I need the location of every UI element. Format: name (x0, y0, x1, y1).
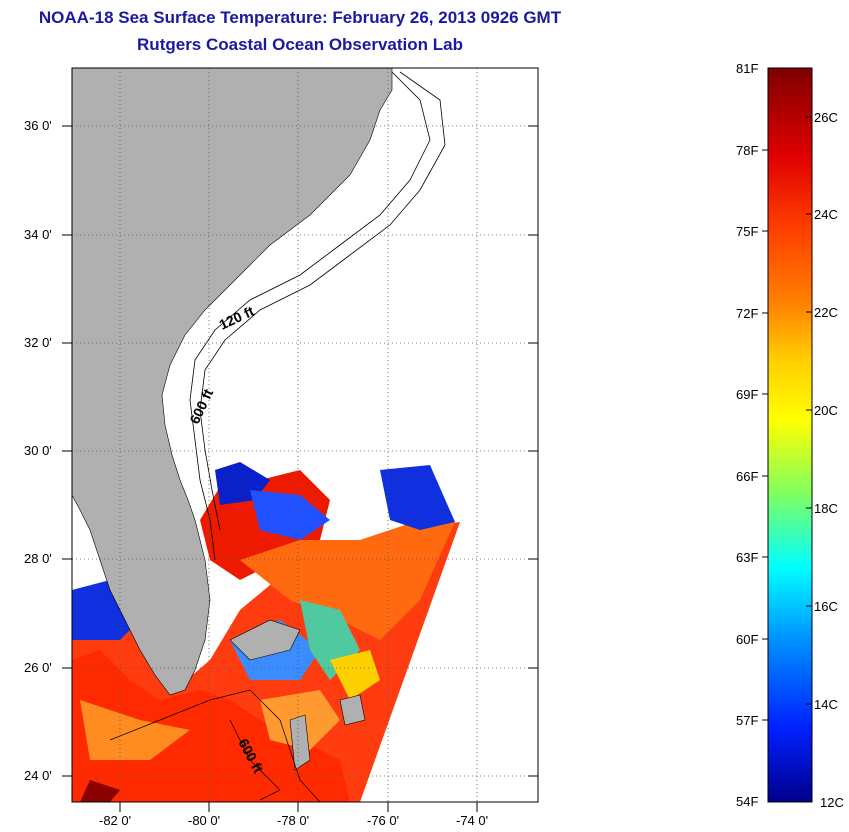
contour-south (109, 689, 321, 802)
colorbar (767, 67, 813, 803)
colorbar-f-label: 57F (736, 713, 759, 728)
lon-label: -82 0' (99, 813, 132, 828)
island (229, 619, 301, 661)
colorbar-f-label: 72F (736, 306, 759, 321)
graticule (72, 68, 538, 802)
colorbar-c-label: 24C (814, 207, 838, 222)
colorbar-f-label: 54F (736, 794, 759, 809)
lon-label: -74 0' (456, 813, 489, 828)
landmass (72, 68, 393, 696)
colorbar-f-label: 66F (736, 469, 759, 484)
lat-label: 24 0' (24, 768, 52, 783)
sst-data-region (72, 462, 460, 802)
lon-label: -80 0' (188, 813, 221, 828)
colorbar-f-label: 78F (736, 143, 759, 158)
colorbar-c-label: 26C (814, 110, 838, 125)
colorbar-c-label: 22C (814, 305, 838, 320)
axis-ticks (62, 125, 538, 812)
lat-label: 36 0' (24, 118, 52, 133)
colorbar-f-label: 69F (736, 387, 759, 402)
colorbar-f-label: 75F (736, 224, 759, 239)
map-title: NOAA-18 Sea Surface Temperature: Februar… (38, 8, 562, 27)
island (289, 714, 311, 771)
colorbar-f-label: 81F (736, 61, 759, 76)
lat-label: 28 0' (24, 551, 52, 566)
colorbar-c-label: 12C (820, 795, 844, 810)
colorbar-c-label: 16C (814, 599, 838, 614)
colorbar-c-label: 14C (814, 697, 838, 712)
colorbar-c-label: 20C (814, 403, 838, 418)
colorbar-ticks (762, 116, 812, 721)
contour-120ft (189, 71, 431, 561)
contour-south-2 (229, 719, 281, 801)
contour-600ft (199, 71, 446, 531)
lon-label: -76 0' (367, 813, 400, 828)
lat-label: 32 0' (24, 335, 52, 350)
colorbar-c-label: 18C (814, 501, 838, 516)
lat-label: 34 0' (24, 227, 52, 242)
lon-label: -78 0' (277, 813, 310, 828)
map-subtitle: Rutgers Coastal Ocean Observation Lab (137, 35, 463, 54)
colorbar-f-label: 63F (736, 550, 759, 565)
lat-label: 26 0' (24, 660, 52, 675)
lat-label: 30 0' (24, 443, 52, 458)
colorbar-f-label: 60F (736, 632, 759, 647)
island (339, 694, 366, 726)
